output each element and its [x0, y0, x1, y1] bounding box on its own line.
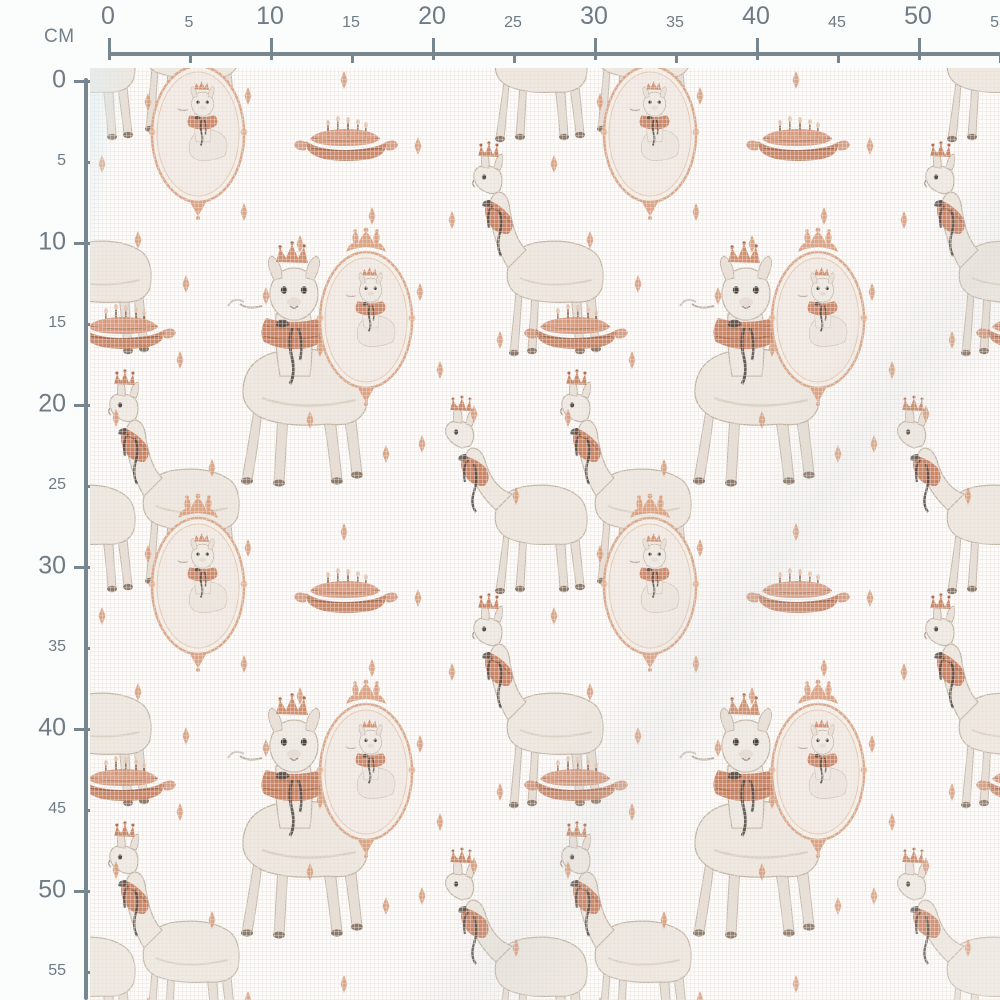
vruler-number-10: 10 [38, 227, 66, 256]
ruler-tick-major [270, 38, 273, 60]
ruler-tick-major [432, 38, 435, 60]
vruler-tick-major [74, 242, 96, 245]
vruler-number-20: 20 [38, 389, 66, 418]
vruler-tick-minor [84, 161, 95, 164]
vruler-number-15: 15 [48, 314, 66, 331]
vruler-tick-major [74, 890, 96, 893]
ruler-number-55: 55 [990, 14, 1000, 31]
fabric-pattern [90, 68, 1000, 1000]
ruler-tick-major [918, 38, 921, 60]
vruler-number-40: 40 [38, 713, 66, 742]
vruler-number-35: 35 [48, 638, 66, 655]
ruler-number-5: 5 [184, 14, 194, 31]
vruler-tick-minor [84, 647, 95, 650]
vruler-number-5: 5 [57, 152, 66, 169]
fabric-swatch[interactable] [90, 68, 1000, 1000]
vruler-tick-minor [84, 485, 95, 488]
ruler-number-50: 50 [904, 2, 932, 30]
vruler-number-45: 45 [48, 800, 66, 817]
ruler-number-45: 45 [828, 14, 846, 31]
ruler-number-25: 25 [504, 14, 522, 31]
horizontal-ruler-line [108, 52, 1000, 56]
vruler-number-50: 50 [38, 875, 66, 904]
vruler-tick-minor [84, 323, 95, 326]
ruler-number-30: 30 [580, 2, 608, 30]
ruler-tick-major [108, 38, 111, 60]
ruler-tick-major [756, 38, 759, 60]
vruler-tick-major [74, 566, 96, 569]
cm-unit-label: CM [44, 26, 75, 47]
vruler-tick-minor [84, 971, 95, 974]
vruler-number-30: 30 [38, 551, 66, 580]
ruler-number-35: 35 [666, 14, 684, 31]
ruler-tick-minor [513, 52, 516, 63]
ruler-number-0: 0 [101, 2, 115, 30]
ruler-tick-minor [675, 52, 678, 63]
ruler-tick-minor [351, 52, 354, 63]
vruler-number-55: 55 [48, 962, 66, 979]
ruler-tick-minor [189, 52, 192, 63]
vruler-tick-minor [84, 809, 95, 812]
vruler-number-0: 0 [52, 65, 66, 94]
vertical-ruler-line [84, 78, 88, 1000]
ruler-number-40: 40 [742, 2, 770, 30]
ruler-tick-major [594, 38, 597, 60]
vruler-tick-major [74, 728, 96, 731]
vruler-number-25: 25 [48, 476, 66, 493]
ruler-number-10: 10 [256, 2, 284, 30]
ruler-tick-minor [837, 52, 840, 63]
ruler-number-20: 20 [418, 2, 446, 30]
ruler-number-15: 15 [342, 14, 360, 31]
vruler-tick-major [74, 80, 96, 83]
vruler-tick-major [74, 404, 96, 407]
